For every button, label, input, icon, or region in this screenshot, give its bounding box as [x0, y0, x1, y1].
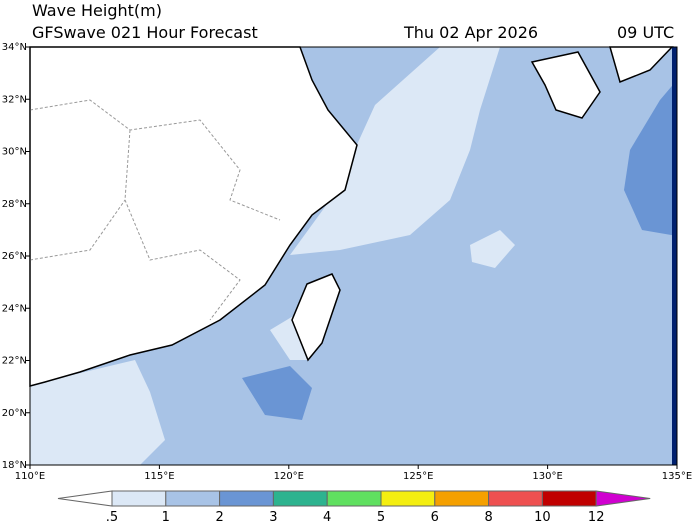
wave-zone: [470, 230, 515, 268]
colorbar: .5 1 2 3 4 5 6 8 10 12: [57, 490, 651, 525]
lon-label: 135°E: [662, 471, 692, 482]
lat-label: 22°N: [2, 356, 27, 367]
land: [530, 51, 601, 119]
colorbar-segment: [541, 490, 597, 507]
lon-label: 110°E: [15, 471, 45, 482]
colorbar-label: 5: [377, 510, 385, 525]
lon-label: 125°E: [403, 471, 433, 482]
land: [291, 273, 341, 362]
wave-zone: [30, 360, 165, 465]
lat-label: 24°N: [2, 303, 27, 314]
colorbar-label: 1: [162, 510, 170, 525]
lat-label: 34°N: [2, 42, 27, 53]
colorbar-label: 3: [269, 510, 277, 525]
colorbar-segment: [165, 490, 221, 507]
colorbar-label: 6: [431, 510, 439, 525]
colorbar-segment: [326, 490, 382, 507]
colorbar-label: 8: [484, 510, 492, 525]
border: [124, 129, 241, 321]
colorbar-segment: [434, 490, 490, 507]
colorbar-label: 12: [588, 510, 605, 525]
colorbar-end: [595, 490, 651, 507]
lat-label: 26°N: [2, 251, 27, 262]
colorbar-segment: [219, 490, 274, 507]
edge: [672, 47, 677, 465]
colorbar-label: 10: [534, 510, 551, 525]
subtitle: GFSwave 021 Hour Forecast: [32, 23, 258, 42]
wave-zone: [242, 366, 312, 420]
colorbar-segment: [111, 490, 167, 507]
lon-label: 120°E: [274, 471, 304, 482]
colorbar-segment: [488, 490, 543, 507]
axes: 110°E 115°E 120°E 125°E 130°E 135°E 34°N 32°N 30…: [2, 42, 692, 482]
lat-label: 30°N: [2, 147, 27, 158]
land: [29, 46, 358, 387]
colorbar-segment: [272, 490, 328, 507]
border: [29, 199, 126, 261]
colorbar-end: [57, 490, 113, 507]
lon-label: 130°E: [532, 471, 562, 482]
wave-zone: [290, 47, 500, 255]
lat-label: 32°N: [2, 94, 27, 105]
lon-label: 115°E: [144, 471, 174, 482]
map: [29, 46, 678, 466]
colorbar-label: .5: [106, 510, 118, 525]
lat-label: 18°N: [2, 460, 27, 471]
colorbar-segment: [380, 490, 436, 507]
date: Thu 02 Apr 2026: [403, 23, 538, 42]
title: Wave Height(m): [32, 1, 162, 20]
lat-label: 20°N: [2, 408, 27, 419]
wave-zone: [270, 315, 310, 360]
border: [29, 99, 281, 221]
colorbar-label: 4: [323, 510, 331, 525]
colorbar-label: 2: [215, 510, 223, 525]
lat-label: 28°N: [2, 199, 27, 210]
time: 09 UTC: [617, 23, 674, 42]
wave-zone: [624, 80, 677, 236]
